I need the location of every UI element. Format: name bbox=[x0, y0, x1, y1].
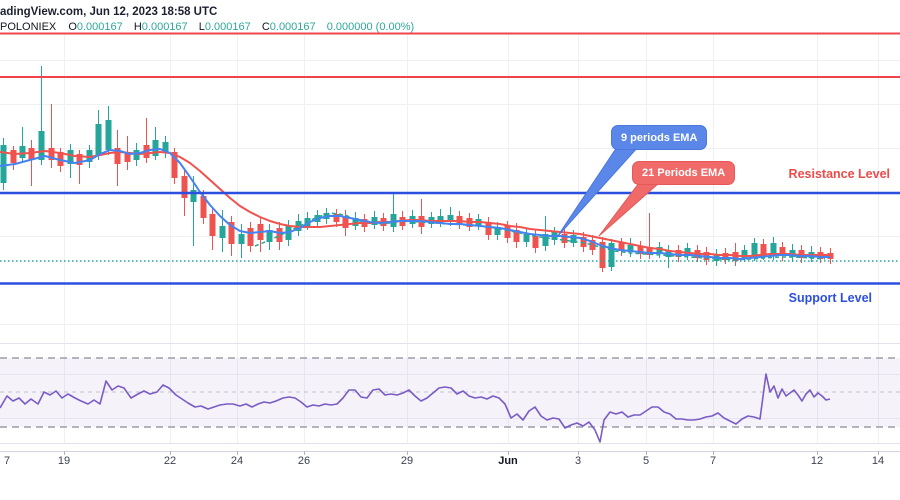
candle bbox=[276, 228, 283, 242]
close-value: 0.000167 bbox=[269, 21, 316, 33]
candle bbox=[219, 226, 226, 238]
candle bbox=[561, 234, 568, 243]
high-value: 0.000167 bbox=[141, 21, 188, 33]
candle bbox=[741, 250, 748, 258]
candle bbox=[570, 235, 577, 243]
x-axis-label: 24 bbox=[230, 455, 244, 467]
candle bbox=[162, 142, 169, 152]
candle bbox=[523, 234, 530, 242]
x-axis-label: 22 bbox=[163, 455, 177, 467]
support-level-label: Support Level bbox=[788, 291, 872, 305]
open-value: 0.000167 bbox=[76, 21, 123, 33]
x-axis-label: 7 bbox=[709, 455, 717, 467]
candle bbox=[352, 218, 359, 226]
x-axis-label: Jun bbox=[498, 455, 518, 467]
candle bbox=[513, 230, 520, 242]
ema21-callout[interactable]: 21 Periods EMA bbox=[632, 161, 736, 185]
x-axis-label: 26 bbox=[297, 455, 311, 467]
candle bbox=[770, 243, 777, 256]
candle bbox=[485, 222, 492, 235]
dashed-ma-line bbox=[254, 212, 826, 261]
candle bbox=[114, 148, 121, 164]
candle bbox=[238, 234, 245, 244]
x-axis-label: 12 bbox=[810, 455, 824, 467]
low-label: L bbox=[198, 21, 205, 33]
candle bbox=[656, 247, 663, 254]
candle bbox=[181, 176, 188, 198]
candle bbox=[19, 146, 26, 158]
x-axis-label: 19 bbox=[57, 455, 71, 467]
candle bbox=[48, 148, 55, 160]
candle bbox=[390, 214, 397, 227]
candle bbox=[580, 237, 587, 247]
candle bbox=[28, 148, 35, 160]
candle bbox=[67, 150, 74, 164]
candle bbox=[342, 216, 349, 228]
x-axis-label: 14 bbox=[871, 455, 885, 467]
candle bbox=[38, 131, 45, 160]
candle bbox=[494, 227, 501, 235]
candle bbox=[105, 120, 112, 150]
candle bbox=[637, 246, 644, 254]
candle bbox=[200, 196, 207, 218]
candle bbox=[266, 230, 273, 242]
open-label: O bbox=[68, 21, 77, 33]
oscillator-band bbox=[0, 357, 900, 428]
ema9-callout[interactable]: 9 periods EMA bbox=[611, 125, 708, 150]
low-value: 0.000167 bbox=[204, 21, 251, 33]
candle bbox=[589, 240, 596, 250]
candle bbox=[57, 152, 64, 166]
candle bbox=[532, 236, 539, 248]
candle bbox=[779, 247, 786, 256]
x-axis-label: 3 bbox=[574, 455, 582, 467]
candle bbox=[608, 243, 615, 267]
candle bbox=[190, 190, 197, 202]
chart-title: adingView.com, Jun 12, 2023 18:58 UTC bbox=[0, 6, 218, 18]
resistance-level-label: Resistance Level bbox=[788, 167, 890, 181]
x-axis-label: 7 bbox=[4, 455, 11, 467]
candle bbox=[722, 253, 729, 260]
candle bbox=[171, 152, 178, 178]
candle bbox=[333, 214, 340, 222]
candle bbox=[618, 243, 625, 251]
candle bbox=[76, 154, 83, 165]
pane-separators bbox=[0, 343, 900, 455]
candle bbox=[447, 215, 454, 222]
gridlines bbox=[0, 34, 900, 443]
candle bbox=[133, 150, 140, 160]
candle bbox=[646, 247, 653, 255]
candle bbox=[247, 228, 254, 246]
exchange-name: POLONIEX bbox=[0, 21, 57, 33]
candle bbox=[542, 234, 549, 246]
close-label: C bbox=[261, 21, 270, 33]
candle bbox=[0, 145, 7, 183]
candle bbox=[684, 248, 691, 255]
ema9-line bbox=[0, 148, 830, 260]
candle bbox=[827, 253, 834, 259]
candle bbox=[504, 226, 511, 238]
oscillator-line bbox=[0, 373, 831, 443]
candle bbox=[95, 124, 102, 156]
candle bbox=[751, 243, 758, 257]
candle bbox=[627, 245, 634, 252]
candle bbox=[209, 214, 216, 236]
level-lines bbox=[0, 32, 900, 285]
candle bbox=[124, 152, 131, 162]
candle bbox=[675, 250, 682, 257]
candle bbox=[152, 140, 159, 156]
x-axis-label: 29 bbox=[400, 455, 414, 467]
high-label: H bbox=[133, 21, 142, 33]
x-axis-label: 5 bbox=[642, 455, 650, 467]
change-value: 0.000000 (0.00%) bbox=[326, 21, 415, 33]
candle bbox=[228, 222, 235, 244]
candle bbox=[437, 216, 444, 223]
candle bbox=[599, 242, 606, 268]
candle bbox=[10, 150, 17, 163]
ohlc-readout: POLONIEX O0.000167 H0.000167 L0.000167 C… bbox=[0, 21, 414, 33]
candle bbox=[760, 244, 767, 256]
candle bbox=[371, 217, 378, 225]
